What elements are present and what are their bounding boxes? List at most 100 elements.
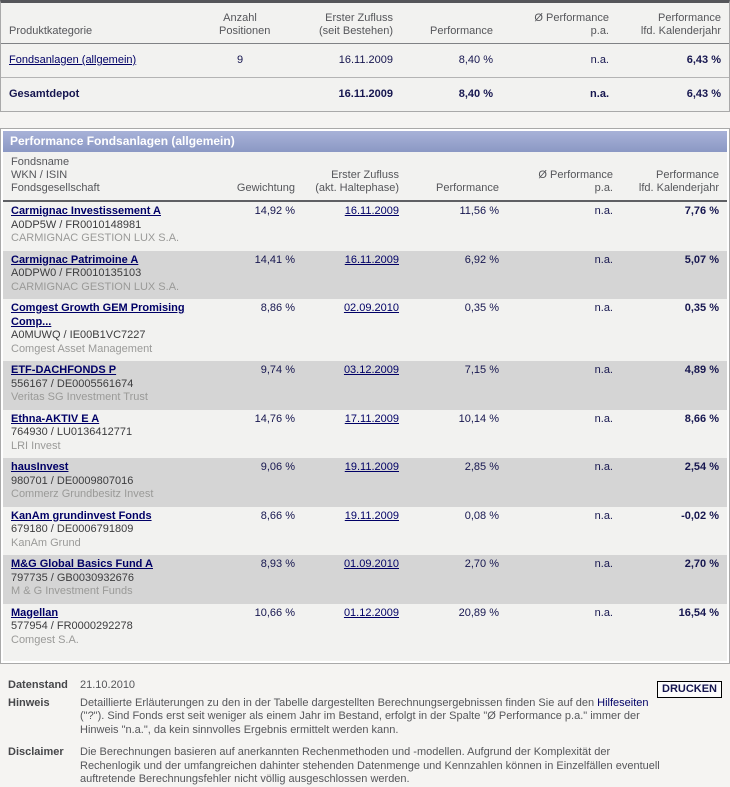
inflow-date-link[interactable]: 03.12.2009 (343, 364, 399, 376)
summary-cell-performance: 8,40 % (401, 43, 501, 78)
inflow-date-link[interactable]: 16.11.2009 (344, 253, 399, 266)
fund-cell-fund: KanAm grundinvest Fonds 679180 / DE000679… (3, 507, 217, 556)
fund-company: Comgest Asset Management (11, 342, 153, 355)
hilfeseiten-link[interactable]: Hilfeseiten (597, 696, 649, 709)
fund-cell-perf_ytd: 8,66 % (684, 412, 719, 425)
column-header-perf_pa: Ø Performance p.a. (507, 152, 621, 202)
fund-name-link[interactable]: M&G Global Basics Fund A (11, 558, 153, 570)
fund-cell-fund: Ethna-AKTIV E A 764930 / LU0136412771 LRI … (3, 410, 217, 459)
footer: DRUCKEN Datenstand 21.10.2010 Hinweis De… (0, 679, 730, 787)
datenstand-label: Datenstand (8, 679, 68, 691)
summary-row-label: Gesamtdepot (9, 88, 80, 100)
hinweis-label: Hinweis (8, 696, 50, 709)
column-header-weight: Gewichtung (217, 152, 303, 202)
column-header-perf_ytd: Performance lfd. Kalenderjahr (621, 152, 727, 202)
inflow-date-link[interactable]: 01.12.2009 (343, 606, 399, 619)
inflow-date-link[interactable]: 19.11.2009 (344, 461, 399, 473)
fund-company: CARMIGNAC GESTION LUX S.A. (11, 280, 180, 293)
fund-cell-perf_ytd: 7,76 % (684, 205, 719, 217)
fund-cell-inflow: 01.09.2010 (303, 555, 407, 604)
fund-wkn-isin: 577954 / FR0000292278 (11, 620, 133, 632)
fund-cell-performance: 2,70 % (464, 558, 499, 570)
inflow-date-link[interactable]: 01.09.2010 (343, 558, 399, 570)
inflow-date-link[interactable]: 19.11.2009 (344, 509, 399, 522)
fund-cell-perf_pa: n.a. (594, 364, 613, 376)
fund-cell-inflow: 01.12.2009 (303, 604, 407, 662)
fund-name-link[interactable]: Magellan (11, 606, 59, 619)
datenstand-value: 21.10.2010 (80, 679, 136, 691)
fund-cell-inflow: 16.11.2009 (303, 201, 407, 251)
fund-cell-perf_pa: n.a. (594, 606, 613, 619)
fund-row: KanAm grundinvest Fonds 679180 / DE000679… (3, 506, 727, 556)
column-header-inflow: Erster Zufluss (akt. Haltephase) (303, 152, 407, 202)
fund-wkn-isin: 556167 / DE0005561674 (11, 377, 134, 390)
column-header-perf_ytd: Performance lfd. Kalenderjahr (617, 3, 729, 44)
fund-cell-perf_ytd: 2,70 % (684, 558, 719, 570)
fund-name-link[interactable]: Comgest Growth GEM Promising Comp... (11, 302, 185, 328)
fund-cell-weight: 8,66 % (260, 509, 295, 522)
column-header-category: Produktkategorie (1, 3, 211, 44)
summary-cell-category: Gesamtdepot (1, 78, 211, 112)
fund-cell-perf_ytd: 2,54 % (684, 461, 719, 473)
fund-name-link[interactable]: Carmignac Investissement A (11, 205, 161, 217)
fund-cell-perf_pa: n.a. (594, 509, 613, 522)
fund-name-link[interactable]: hausInvest (11, 461, 69, 473)
fund-wkn-isin: 980701 / DE0009807016 (11, 474, 134, 487)
column-header-count: Anzahl Positionen (211, 3, 270, 44)
summary-cell-inflow: 16.11.2009 (269, 43, 401, 78)
column-header-inflow: Erster Zufluss (seit Bestehen) (269, 3, 401, 44)
column-header-performance: Performance (401, 3, 501, 44)
product-category-link[interactable]: Fondsanlagen (allgemein) (9, 54, 137, 66)
fund-cell-weight: 10,66 % (254, 606, 295, 619)
fund-cell-inflow: 02.09.2010 (303, 299, 407, 361)
summary-cell-perf_pa: n.a. (590, 88, 609, 100)
fund-company: LRI Invest (11, 439, 61, 452)
fund-cell-weight: 14,76 % (254, 412, 295, 425)
fund-cell-perf_ytd: 4,89 % (684, 364, 719, 376)
fund-cell-performance: 10,14 % (458, 412, 499, 425)
fund-name-link[interactable]: Ethna-AKTIV E A (11, 412, 100, 425)
fund-company: Veritas SG Investment Trust (11, 391, 148, 403)
fund-row: Ethna-AKTIV E A 764930 / LU0136412771 LRI … (3, 409, 727, 459)
fund-row: Carmignac Investissement A A0DP5W / FR001… (3, 201, 727, 251)
fund-cell-perf_pa: n.a. (594, 302, 613, 314)
summary-cell-perf_ytd: 6,43 % (686, 88, 721, 100)
fund-name-link[interactable]: ETF-DACHFONDS P (11, 364, 117, 376)
fund-wkn-isin: A0MUWQ / IE00B1VC7227 (11, 329, 146, 341)
summary-cell-perf_pa: n.a. (501, 43, 617, 78)
fund-row: Comgest Growth GEM Promising Comp... A0MU… (3, 299, 727, 361)
summary-row: Fondsanlagen (allgemein) 9 16.11.2009 8,40 … (1, 43, 729, 78)
fund-cell-perf_ytd: 5,07 % (684, 253, 719, 266)
fund-company: Commerz Grundbesitz Invest (11, 488, 154, 500)
summary-cell-perf_ytd: 6,43 % (617, 43, 729, 78)
inflow-date-link[interactable]: 16.11.2009 (344, 205, 399, 217)
inflow-date-link[interactable]: 02.09.2010 (343, 302, 399, 314)
disclaimer-row: Disclaimer Die Berechnungen basieren auf… (8, 746, 722, 787)
fund-company: KanAm Grund (11, 536, 81, 549)
fund-cell-performance: 11,56 % (459, 205, 499, 217)
fund-cell-fund: Comgest Growth GEM Promising Comp... A0MU… (3, 299, 217, 361)
fund-row: ETF-DACHFONDS P 556167 / DE0005561674 Veri… (3, 361, 727, 410)
fund-row: hausInvest 980701 / DE0009807016 Commerz G… (3, 458, 727, 507)
fund-cell-perf_pa: n.a. (594, 558, 613, 570)
fund-company: M & G Investment Funds (11, 585, 133, 597)
fund-cell-inflow: 03.12.2009 (303, 361, 407, 410)
column-header-perf_pa: Ø Performance p.a. (501, 3, 617, 44)
fund-cell-performance: 0,08 % (464, 509, 499, 522)
fund-table-body: Carmignac Investissement A A0DP5W / FR001… (3, 201, 727, 661)
summary-cell-performance: 8,40 % (458, 88, 493, 100)
summary-cell-inflow: 16.11.2009 (338, 88, 393, 100)
fund-cell-inflow: 19.11.2009 (303, 507, 407, 556)
disclaimer-label: Disclaimer (8, 746, 64, 758)
fund-header-row: Fondsname WKN / ISIN Fondsgesellschaft Ge… (3, 152, 727, 202)
fund-name-link[interactable]: Carmignac Patrimoine A (11, 253, 139, 266)
print-button[interactable]: DRUCKEN (657, 681, 722, 698)
summary-cell-category: Fondsanlagen (allgemein) (1, 43, 211, 78)
fund-cell-performance: 20,89 % (458, 606, 499, 619)
fund-cell-perf_pa: n.a. (594, 253, 613, 266)
inflow-date-link[interactable]: 17.11.2009 (344, 412, 399, 425)
fund-cell-fund: M&G Global Basics Fund A 797735 / GB00309… (3, 555, 217, 604)
fund-name-link[interactable]: KanAm grundinvest Fonds (11, 509, 152, 522)
summary-cell-count (211, 78, 269, 112)
hinweis-text-part1: Detaillierte Erläuterungen zu den in der… (80, 696, 598, 709)
